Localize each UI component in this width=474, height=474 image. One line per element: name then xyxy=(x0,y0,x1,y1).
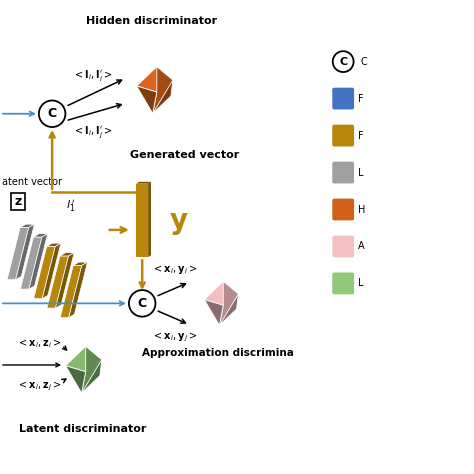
Text: atent vector: atent vector xyxy=(2,177,63,188)
Text: F: F xyxy=(358,130,364,141)
Polygon shape xyxy=(33,234,48,237)
FancyBboxPatch shape xyxy=(332,125,354,146)
Text: $\mathbf{y}$: $\mathbf{y}$ xyxy=(169,209,189,237)
Polygon shape xyxy=(16,224,34,280)
Polygon shape xyxy=(137,67,173,92)
Polygon shape xyxy=(153,80,173,113)
Text: $l_1^{\,\prime}$: $l_1^{\,\prime}$ xyxy=(66,198,76,214)
Text: L: L xyxy=(358,278,364,289)
Polygon shape xyxy=(34,246,55,299)
Circle shape xyxy=(39,100,65,127)
FancyBboxPatch shape xyxy=(332,88,354,109)
Polygon shape xyxy=(153,67,173,113)
Text: $<\mathbf{x}_i,\mathbf{z}_j>$: $<\mathbf{x}_i,\mathbf{z}_j>$ xyxy=(17,380,61,393)
Polygon shape xyxy=(60,253,74,256)
Text: C: C xyxy=(137,297,147,310)
Polygon shape xyxy=(137,86,157,113)
Text: C: C xyxy=(360,56,367,67)
Circle shape xyxy=(129,290,155,317)
Polygon shape xyxy=(137,183,148,257)
Text: $<\mathbf{x}_i,\mathbf{y}_j>$: $<\mathbf{x}_i,\mathbf{y}_j>$ xyxy=(152,331,197,344)
Text: $<\mathbf{x}_i,\mathbf{y}_i>$: $<\mathbf{x}_i,\mathbf{y}_i>$ xyxy=(152,263,197,276)
Text: $<\mathbf{l}_i,\mathbf{l}^{\prime}_j>$: $<\mathbf{l}_i,\mathbf{l}^{\prime}_j>$ xyxy=(73,124,112,140)
Polygon shape xyxy=(69,262,88,318)
Text: $<\mathbf{x}_i,\mathbf{z}_i>$: $<\mathbf{x}_i,\mathbf{z}_i>$ xyxy=(17,337,61,350)
Polygon shape xyxy=(148,182,151,257)
Polygon shape xyxy=(20,237,42,289)
Polygon shape xyxy=(204,300,223,325)
FancyBboxPatch shape xyxy=(332,273,354,294)
Text: Hidden discriminator: Hidden discriminator xyxy=(86,16,217,27)
Polygon shape xyxy=(73,262,88,265)
Text: $\mathbf{z}$: $\mathbf{z}$ xyxy=(14,195,22,208)
Circle shape xyxy=(333,51,354,72)
Polygon shape xyxy=(137,182,151,183)
FancyBboxPatch shape xyxy=(332,199,354,220)
Polygon shape xyxy=(82,346,102,393)
Polygon shape xyxy=(65,366,86,393)
Polygon shape xyxy=(204,282,238,305)
Text: C: C xyxy=(47,107,57,120)
Text: C: C xyxy=(339,56,347,67)
Text: L: L xyxy=(358,167,364,178)
Polygon shape xyxy=(65,346,102,372)
Polygon shape xyxy=(42,243,61,299)
Text: F: F xyxy=(358,93,364,104)
Text: Generated vector: Generated vector xyxy=(130,150,239,161)
Polygon shape xyxy=(7,228,28,280)
Text: A: A xyxy=(358,241,365,252)
Polygon shape xyxy=(82,360,102,393)
Polygon shape xyxy=(55,253,74,308)
Polygon shape xyxy=(46,243,61,246)
Text: $<\mathbf{l}_i,\mathbf{l}^{\prime}_i>$: $<\mathbf{l}_i,\mathbf{l}^{\prime}_i>$ xyxy=(73,68,112,83)
Polygon shape xyxy=(219,282,238,325)
Polygon shape xyxy=(219,294,238,325)
Text: Latent discriminator: Latent discriminator xyxy=(19,424,146,434)
Polygon shape xyxy=(47,256,69,308)
FancyBboxPatch shape xyxy=(332,162,354,183)
Text: H: H xyxy=(358,204,365,215)
Polygon shape xyxy=(60,265,82,318)
Polygon shape xyxy=(29,234,48,289)
FancyBboxPatch shape xyxy=(332,236,354,257)
Polygon shape xyxy=(20,224,34,228)
Text: Approximation discrimina: Approximation discrimina xyxy=(142,348,294,358)
